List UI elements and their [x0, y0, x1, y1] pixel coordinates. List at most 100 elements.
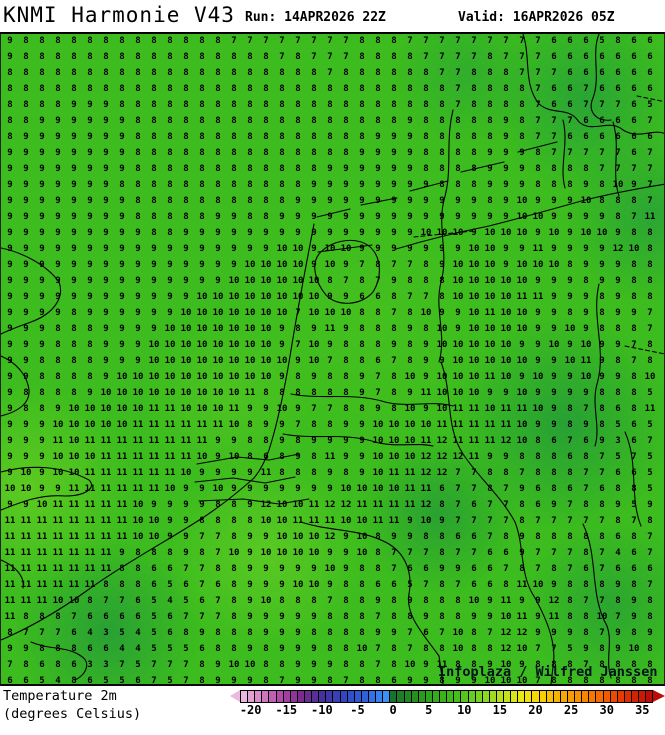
- temp-value: 11: [500, 596, 512, 606]
- temp-value: 8: [119, 100, 125, 110]
- temp-row: 9 9 9 9 9 9 9 9 9 9 9 9 9 9 9 9 9 10 10 9 10 10 9 9 9 9 9 9 9 10 10 9 9 1…: [2, 243, 658, 255]
- temp-value: 11: [116, 532, 128, 542]
- temp-value: 11: [548, 612, 560, 622]
- temp-value: 9: [327, 180, 333, 190]
- temp-value: 11: [68, 500, 80, 510]
- temp-value: 7: [423, 36, 429, 46]
- temp-value: 9: [39, 260, 45, 270]
- temp-value: 10: [164, 340, 176, 350]
- temp-value: 7: [7, 660, 13, 670]
- temp-row: 9 9 8 8 8 6 6 4 4 5 5 5 6 8 8 9 8 9 9 9 8 8 10 7 8 7 8 8 10 8 8 12 10 7 7 5…: [2, 643, 658, 655]
- temp-value: 8: [423, 132, 429, 142]
- temp-value: 9: [279, 212, 285, 222]
- temp-value: 11: [100, 452, 112, 462]
- temp-value: 6: [615, 52, 621, 62]
- temp-value: 9: [599, 244, 605, 254]
- temp-value: 10: [260, 548, 272, 558]
- temp-value: 10: [244, 660, 256, 670]
- temp-value: 9: [247, 484, 253, 494]
- temp-value: 7: [599, 452, 605, 462]
- temp-value: 7: [535, 116, 541, 126]
- temp-value: 9: [279, 436, 285, 446]
- temp-value: 6: [615, 532, 621, 542]
- temp-value: 9: [615, 260, 621, 270]
- temperature-colorbar: [230, 690, 665, 703]
- temp-value: 8: [391, 596, 397, 606]
- temp-value: 11: [36, 564, 48, 574]
- temp-value: 8: [631, 324, 637, 334]
- temp-value: 9: [55, 292, 61, 302]
- temp-value: 9: [231, 484, 237, 494]
- temp-value: 10: [484, 324, 496, 334]
- colorbar-cell: [333, 691, 341, 702]
- temp-value: 8: [55, 84, 61, 94]
- temp-value: 9: [359, 244, 365, 254]
- temp-value: 8: [167, 132, 173, 142]
- temp-value: 11: [372, 500, 384, 510]
- temp-value: 9: [487, 180, 493, 190]
- temp-value: 6: [535, 484, 541, 494]
- temp-value: 9: [487, 388, 493, 398]
- temp-value: 6: [423, 628, 429, 638]
- temp-value: 8: [327, 148, 333, 158]
- temp-value: 6: [615, 84, 621, 94]
- temp-value: 9: [103, 100, 109, 110]
- temp-value: 10: [212, 388, 224, 398]
- temp-value: 10: [500, 372, 512, 382]
- temp-value: 9: [23, 644, 29, 654]
- temp-value: 8: [391, 100, 397, 110]
- temp-value: 9: [263, 628, 269, 638]
- temp-value: 9: [23, 308, 29, 318]
- temp-value: 9: [519, 372, 525, 382]
- temp-value: 7: [391, 548, 397, 558]
- temp-value: 10: [228, 308, 240, 318]
- temp-value: 7: [375, 644, 381, 654]
- temp-value: 8: [631, 260, 637, 270]
- temp-value: 9: [7, 308, 13, 318]
- colorbar-tick: 30: [599, 703, 614, 717]
- temp-value: 7: [151, 660, 157, 670]
- temp-value: 11: [100, 500, 112, 510]
- temp-value: 9: [103, 196, 109, 206]
- temp-value: 6: [167, 612, 173, 622]
- temp-value: 9: [311, 484, 317, 494]
- temp-value: 10: [212, 404, 224, 414]
- temp-value: 8: [151, 548, 157, 558]
- temp-value: 9: [183, 532, 189, 542]
- temp-value: 8: [215, 644, 221, 654]
- temp-value: 9: [119, 148, 125, 158]
- temp-value: 9: [7, 644, 13, 654]
- temp-value: 9: [295, 676, 301, 686]
- temp-value: 5: [151, 644, 157, 654]
- temp-value: 9: [103, 340, 109, 350]
- temp-value: 8: [87, 84, 93, 94]
- temp-value: 6: [583, 564, 589, 574]
- temp-value: 8: [311, 164, 317, 174]
- temp-value: 8: [135, 84, 141, 94]
- temp-value: 7: [583, 484, 589, 494]
- temp-value: 7: [583, 148, 589, 158]
- colorbar-cell: [376, 691, 384, 702]
- temp-value: 9: [23, 148, 29, 158]
- temp-value: 9: [7, 468, 13, 478]
- temp-value: 9: [87, 180, 93, 190]
- temp-value: 8: [279, 388, 285, 398]
- temp-value: 8: [615, 324, 621, 334]
- temp-value: 8: [359, 36, 365, 46]
- temp-value: 8: [471, 68, 477, 78]
- temp-value: 9: [119, 276, 125, 286]
- colorbar-cell: [368, 691, 377, 702]
- temp-value: 8: [343, 148, 349, 158]
- colorbar-cell: [610, 691, 618, 702]
- temp-value: 9: [23, 132, 29, 142]
- temp-value: 10: [516, 388, 528, 398]
- temp-value: 7: [599, 564, 605, 574]
- temp-value: 7: [535, 84, 541, 94]
- temp-value: 8: [39, 404, 45, 414]
- colorbar-cell: [262, 691, 270, 702]
- temp-value: 7: [407, 260, 413, 270]
- temp-value: 11: [324, 324, 336, 334]
- colorbar-cell: [546, 691, 554, 702]
- temp-value: 10: [420, 228, 432, 238]
